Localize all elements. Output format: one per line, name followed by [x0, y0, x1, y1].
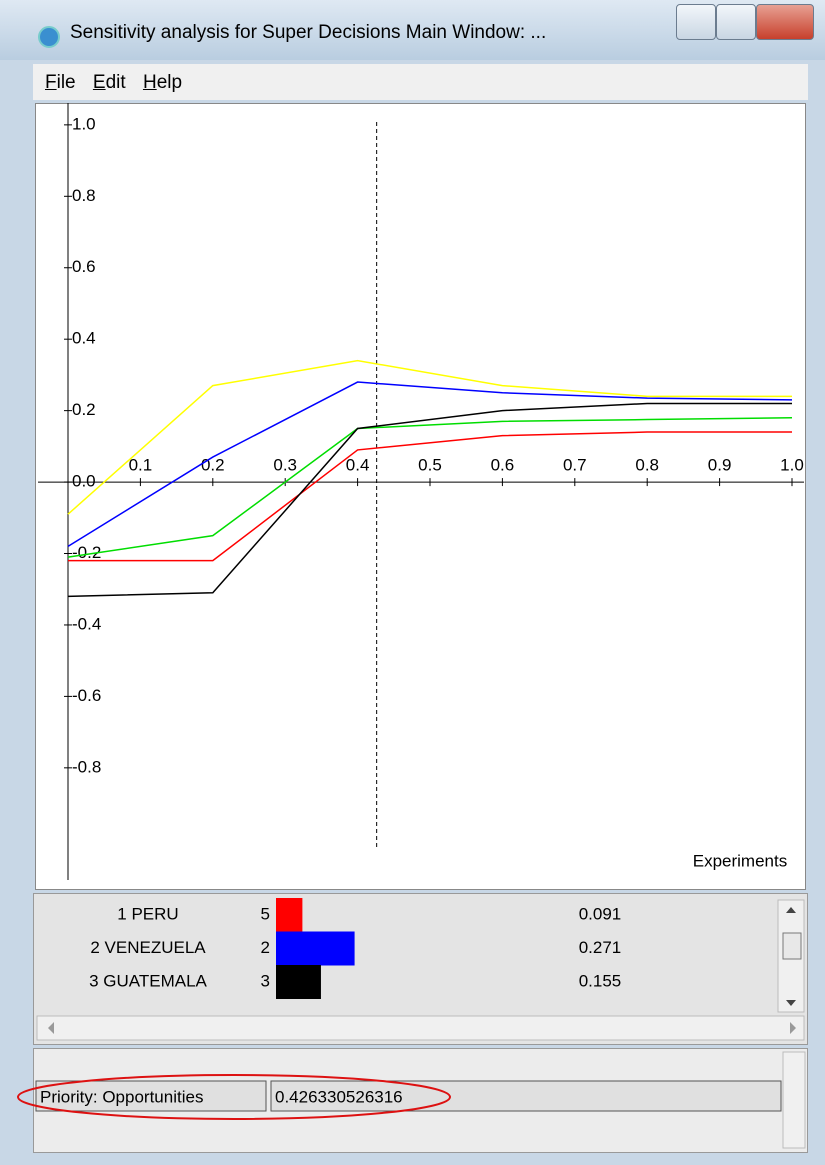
row-name: 3 GUATEMALA [89, 971, 207, 990]
row-rank: 3 [261, 971, 270, 990]
v-scrollbar[interactable] [783, 1052, 805, 1148]
y-tick-label: 1.0 [72, 114, 96, 133]
x-tick-label: 0.5 [418, 456, 442, 475]
x-tick-label: 0.9 [708, 456, 732, 475]
x-tick-label: 0.8 [635, 456, 659, 475]
row-rank: 5 [261, 904, 270, 923]
row-bar [276, 898, 302, 932]
y-tick-label: 0.2 [72, 400, 96, 419]
x-tick-label: 0.2 [201, 456, 225, 475]
row-bar [276, 965, 321, 999]
row-name: 2 VENEZUELA [90, 938, 206, 957]
scroll-thumb[interactable] [783, 933, 801, 959]
window: Sensitivity analysis for Super Decisions… [0, 0, 825, 1165]
h-scrollbar[interactable] [37, 1016, 804, 1040]
y-tick-label: 0.4 [72, 329, 96, 348]
priority-value: 0.426330526316 [275, 1087, 403, 1106]
x-tick-label: 0.3 [273, 456, 297, 475]
x-tick-label: 0.4 [346, 456, 370, 475]
priority-label: Priority: Opportunities [40, 1087, 203, 1106]
overlay: Experiments Priority: Opportunities 0.42… [0, 0, 825, 1165]
row-rank: 2 [261, 938, 270, 957]
y-tick-label: -0.4 [72, 614, 101, 633]
x-tick-label: 0.6 [491, 456, 515, 475]
row-value: 0.155 [579, 971, 622, 990]
row-name: 1 PERU [117, 904, 178, 923]
y-tick-label: -0.6 [72, 686, 101, 705]
x-tick-label: 0.7 [563, 456, 587, 475]
x-tick-label: 1.0 [780, 456, 804, 475]
y-tick-label: 0.8 [72, 186, 96, 205]
row-value: 0.091 [579, 904, 622, 923]
row-bar [276, 932, 355, 966]
y-tick-label: 0.6 [72, 257, 96, 276]
y-tick-label: 0.0 [72, 472, 96, 491]
series-line [68, 418, 792, 557]
x-tick-label: 0.1 [129, 456, 153, 475]
x-axis-label: Experiments [693, 851, 787, 870]
row-value: 0.271 [579, 938, 622, 957]
series-line [68, 361, 792, 515]
y-tick-label: -0.8 [72, 757, 101, 776]
